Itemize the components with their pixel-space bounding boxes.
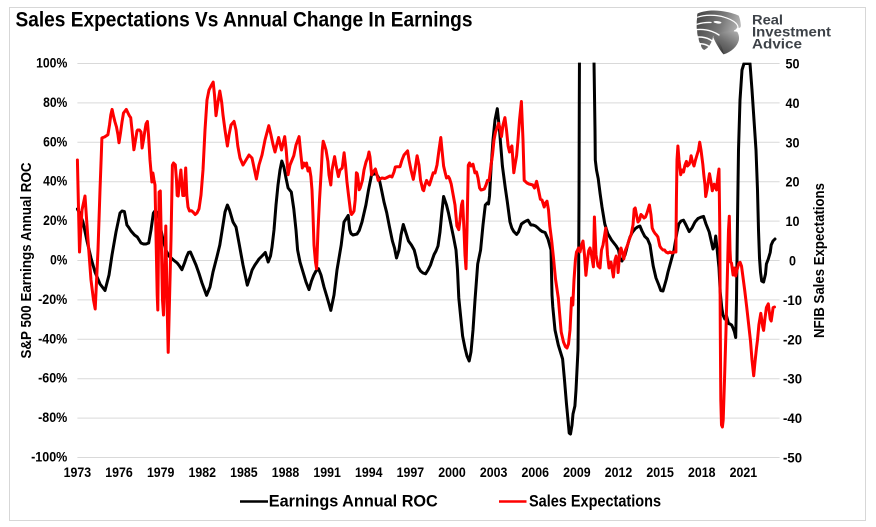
svg-text:-10: -10 [783,292,802,308]
svg-text:1994: 1994 [355,465,383,480]
svg-text:20: 20 [786,174,800,190]
svg-text:1985: 1985 [230,465,258,480]
svg-text:2003: 2003 [480,465,508,480]
svg-text:100%: 100% [36,55,68,71]
svg-text:-100%: -100% [31,449,68,465]
svg-text:2000: 2000 [438,465,466,480]
svg-text:1973: 1973 [64,465,92,480]
svg-text:1988: 1988 [272,465,300,480]
svg-text:-60%: -60% [38,370,68,386]
svg-text:1979: 1979 [147,465,175,480]
svg-text:2021: 2021 [730,465,758,480]
svg-text:Investment: Investment [752,25,832,40]
svg-text:10: 10 [786,213,800,229]
svg-text:-30: -30 [783,371,802,387]
svg-text:Advice: Advice [752,37,803,52]
svg-text:-20%: -20% [38,291,68,307]
svg-text:2009: 2009 [563,465,591,480]
svg-text:Real: Real [752,13,783,28]
svg-text:2018: 2018 [688,465,716,480]
svg-text:-50: -50 [783,450,802,466]
svg-text:80%: 80% [43,94,68,110]
svg-text:0: 0 [789,253,796,269]
svg-text:1976: 1976 [105,465,133,480]
svg-text:1982: 1982 [189,465,217,480]
svg-text:2012: 2012 [605,465,633,480]
svg-text:60%: 60% [43,133,68,149]
svg-text:50: 50 [786,56,800,72]
svg-text:2006: 2006 [522,465,550,480]
svg-text:30: 30 [786,134,800,150]
svg-text:-40%: -40% [38,330,68,346]
svg-text:S&P 500 Earnings Annual ROC: S&P 500 Earnings Annual ROC [18,162,35,358]
svg-text:Sales Expectations: Sales Expectations [529,492,661,511]
svg-text:40: 40 [786,95,800,111]
svg-text:-20: -20 [783,331,802,347]
svg-text:0%: 0% [50,252,68,268]
svg-text:Earnings Annual ROC: Earnings Annual ROC [269,492,438,511]
svg-text:Sales Expectations Vs Annual C: Sales Expectations Vs Annual Change In E… [16,7,473,31]
svg-text:20%: 20% [43,212,68,228]
svg-text:-80%: -80% [38,409,68,425]
svg-text:-40: -40 [783,410,802,426]
svg-text:1991: 1991 [313,465,341,480]
svg-text:1997: 1997 [397,465,425,480]
svg-text:NFIB Sales Expectations: NFIB Sales Expectations [811,183,828,338]
svg-text:2015: 2015 [646,465,674,480]
svg-text:40%: 40% [43,173,68,189]
